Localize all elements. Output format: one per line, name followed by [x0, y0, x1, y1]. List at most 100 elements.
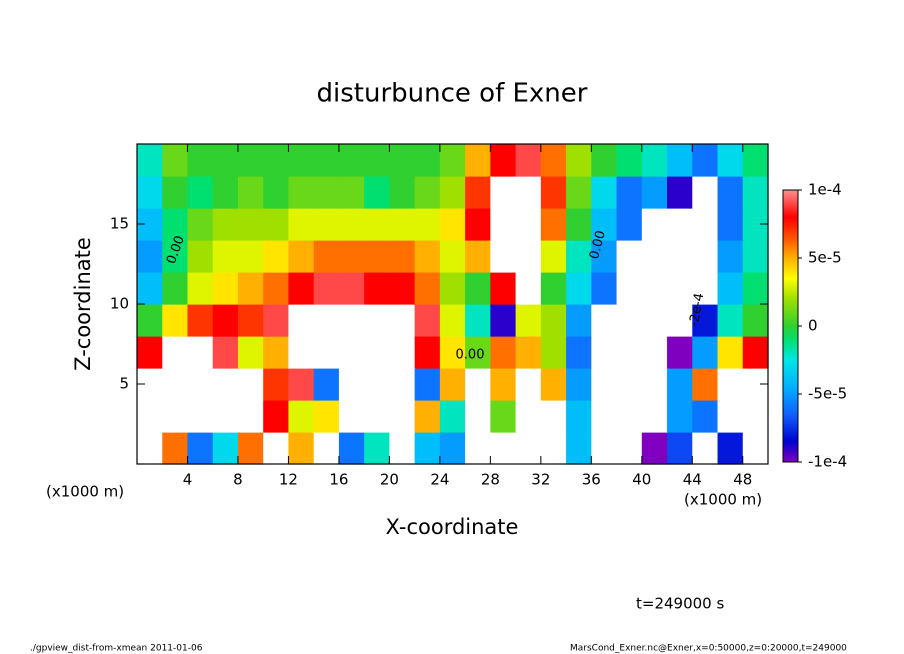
heat-cell	[338, 272, 365, 305]
heat-cell	[288, 336, 315, 369]
heat-cell	[338, 240, 365, 273]
heat-cell	[212, 432, 239, 465]
heat-cell	[616, 336, 643, 369]
heat-cell	[439, 304, 466, 337]
heat-cell	[616, 368, 643, 401]
heat-cell	[313, 336, 340, 369]
heat-cell	[490, 208, 517, 241]
heat-cell	[465, 432, 491, 465]
heat-cell	[667, 432, 693, 465]
heat-cell	[237, 400, 264, 433]
heat-cell	[515, 176, 542, 209]
heat-cell	[338, 144, 365, 177]
heat-cell	[187, 208, 214, 241]
heat-cell	[439, 176, 466, 209]
heat-cell	[591, 144, 618, 177]
heat-cell	[187, 400, 214, 433]
heat-cell	[162, 272, 189, 305]
x-tick-label: 20	[380, 471, 399, 489]
heat-cell	[667, 272, 693, 305]
heat-cell	[364, 144, 390, 177]
heat-cell	[187, 240, 214, 273]
heat-cell	[263, 272, 290, 305]
heat-cell	[263, 144, 290, 177]
heat-cell	[389, 144, 416, 177]
colorbar-tick-label: 1e-4	[808, 181, 842, 199]
heat-cell	[162, 432, 189, 465]
footer-right: MarsCond_Exner.nc@Exner,x=0:50000,z=0:20…	[570, 644, 847, 654]
heat-cell	[313, 432, 340, 465]
heat-cell	[566, 240, 592, 273]
x-tick-label: 24	[430, 471, 449, 489]
heat-cell	[137, 304, 163, 337]
heat-cell	[364, 304, 390, 337]
heat-cell	[237, 240, 264, 273]
heat-cell	[515, 272, 542, 305]
heat-cell	[515, 368, 542, 401]
heat-cell	[414, 144, 441, 177]
heat-cell	[237, 336, 264, 369]
heat-cell	[591, 304, 618, 337]
heat-cell	[364, 336, 390, 369]
heat-cell	[338, 432, 365, 465]
heat-cell	[540, 240, 567, 273]
heat-cell	[263, 432, 290, 465]
heat-cell	[717, 368, 744, 401]
heat-cell	[742, 176, 769, 209]
colorbar-tick-label: -1e-4	[808, 453, 847, 471]
footer-left: ./gpview_dist-from-xmean 2011-01-06	[30, 644, 203, 654]
heat-cell	[414, 272, 441, 305]
heat-cell	[212, 208, 239, 241]
heat-cell	[540, 336, 567, 369]
heat-cell	[667, 144, 693, 177]
heat-cell	[591, 400, 618, 433]
heat-cell	[490, 144, 517, 177]
heat-cell	[439, 368, 466, 401]
heat-cell	[742, 144, 769, 177]
heat-cell	[641, 304, 668, 337]
heat-cell	[616, 176, 643, 209]
heat-cell	[162, 208, 189, 241]
heat-cell	[263, 336, 290, 369]
heat-cell	[237, 208, 264, 241]
heat-cell	[667, 336, 693, 369]
heat-cell	[237, 368, 264, 401]
heat-cell	[212, 368, 239, 401]
heat-cell	[490, 272, 517, 305]
heat-cell	[237, 272, 264, 305]
heat-cell	[641, 144, 668, 177]
heat-cell	[389, 432, 416, 465]
heat-cell	[515, 400, 542, 433]
heat-cell	[591, 176, 618, 209]
heat-cell	[389, 272, 416, 305]
heat-cell	[515, 240, 542, 273]
heat-cell	[237, 144, 264, 177]
heat-cell	[692, 304, 719, 337]
heat-cell	[364, 368, 390, 401]
heat-cell	[364, 240, 390, 273]
heat-cell	[490, 336, 517, 369]
heat-cell	[515, 208, 542, 241]
heat-cell	[692, 400, 719, 433]
colorbar	[782, 189, 799, 463]
heat-cell	[439, 144, 466, 177]
heat-cell	[439, 272, 466, 305]
heat-cell	[187, 272, 214, 305]
heat-cell	[414, 240, 441, 273]
heat-cell	[187, 144, 214, 177]
heat-cell	[414, 208, 441, 241]
heat-cell	[591, 432, 618, 465]
colorbar-tick-label: -5e-5	[808, 385, 847, 403]
heat-cell	[162, 400, 189, 433]
heat-cell	[667, 304, 693, 337]
heat-cell	[439, 240, 466, 273]
heat-cell	[566, 336, 592, 369]
heat-cell	[616, 144, 643, 177]
chart-title: disturbunce of Exner	[317, 79, 588, 109]
heat-cell	[162, 368, 189, 401]
heat-cell	[540, 368, 567, 401]
x-tick-label: 16	[329, 471, 348, 489]
heat-cell	[540, 432, 567, 465]
heat-cell	[313, 208, 340, 241]
